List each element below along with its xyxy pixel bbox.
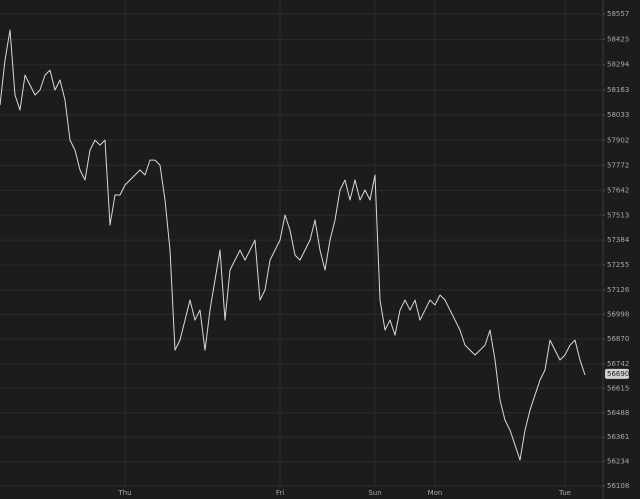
y-tick-label: 57902 [607,136,629,144]
x-tick-label: Tue [558,489,571,497]
plot-background [0,0,603,486]
y-tick-label: 58033 [607,111,629,119]
y-tick-label: 56488 [607,409,629,417]
y-tick-label: 58294 [607,61,630,69]
y-tick-label: 56361 [607,433,629,441]
last-price-box [605,368,629,379]
x-tick-label: Sun [368,489,381,497]
y-tick-label: 56998 [607,310,629,318]
x-tick-label: Thu [117,489,131,497]
y-tick-label: 57513 [607,211,629,219]
y-tick-label: 56108 [607,482,629,490]
last-price-label: 56690 [607,370,629,378]
y-tick-label: 58557 [607,10,629,18]
y-tick-label: 57642 [607,186,629,194]
y-tick-label: 57126 [607,286,630,294]
y-tick-label: 57772 [607,161,629,169]
price-line [0,29,586,461]
x-tick-label: Mon [428,489,443,497]
y-tick-label: 58163 [607,86,629,94]
y-tick-label: 56870 [607,335,629,343]
y-tick-label: 56742 [607,360,629,368]
y-tick-label: 58425 [607,36,629,44]
y-tick-label: 57255 [607,261,629,269]
y-tick-label: 56234 [607,458,630,466]
x-tick-label: Fri [276,489,284,497]
y-tick-label: 56615 [607,384,629,392]
y-tick-label: 57384 [607,236,630,244]
